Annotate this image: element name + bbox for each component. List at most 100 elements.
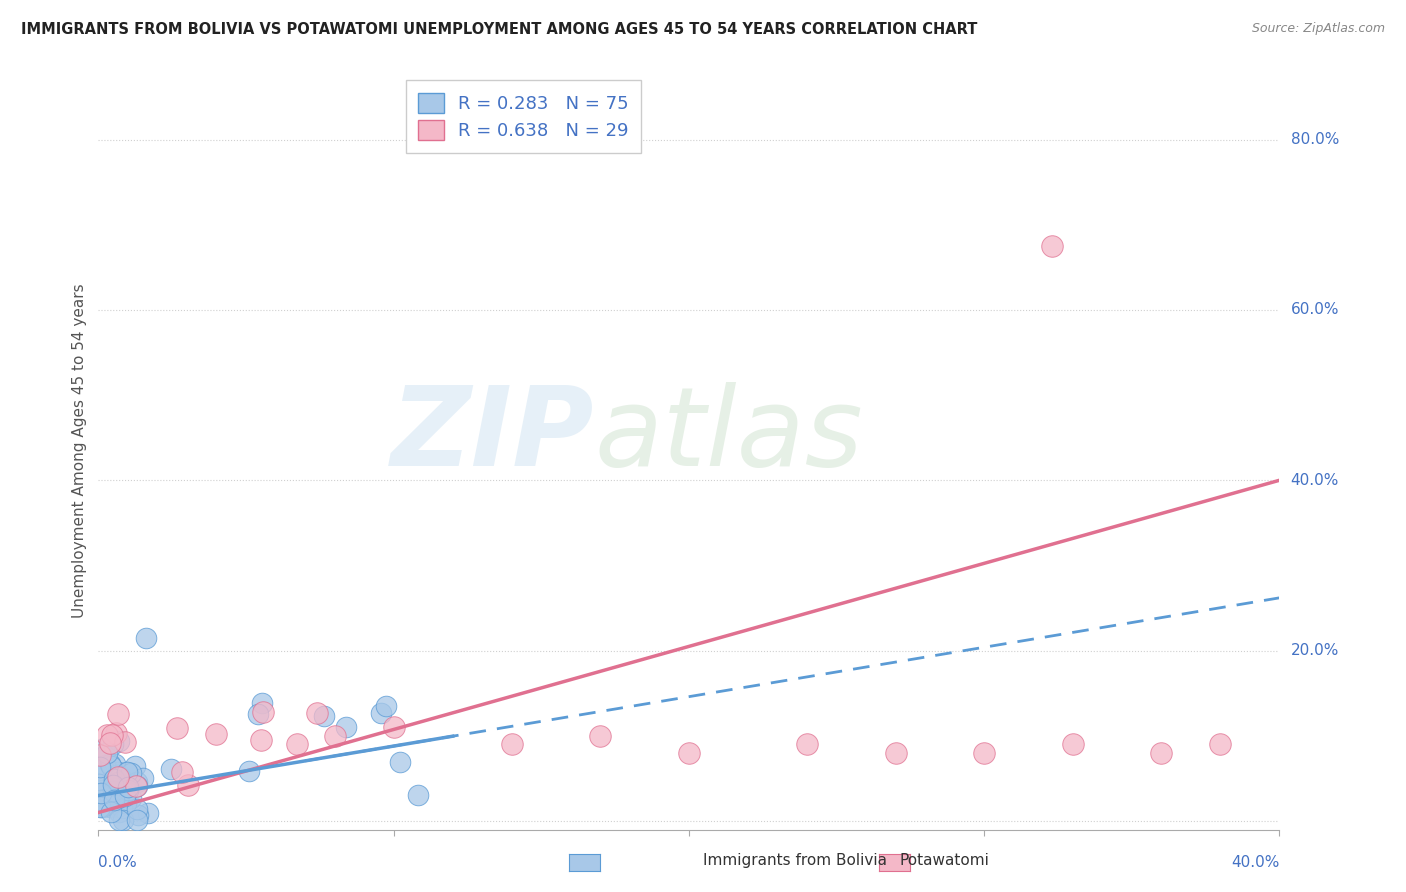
Point (89, 760, 111, 774)
Text: 20.0%: 20.0% (1291, 643, 1339, 658)
Point (91, 799, 114, 814)
Point (98, 800, 121, 814)
Text: 60.0%: 60.0% (1291, 302, 1339, 318)
Text: IMMIGRANTS FROM BOLIVIA VS POTAWATOMI UNEMPLOYMENT AMONG AGES 45 TO 54 YEARS COR: IMMIGRANTS FROM BOLIVIA VS POTAWATOMI UN… (21, 22, 977, 37)
Point (114, 780, 136, 795)
Point (114, 735, 136, 749)
Point (93, 799, 115, 814)
Point (205, 727, 228, 741)
Point (589, 729, 612, 743)
Point (111, 801, 134, 815)
Point (120, 765, 142, 780)
Point (117, 780, 139, 795)
Point (114, 789, 136, 803)
Point (125, 780, 148, 794)
Text: Immigrants from Bolivia: Immigrants from Bolivia (703, 854, 887, 868)
Point (112, 814, 135, 828)
Point (107, 775, 129, 789)
Point (170, 764, 193, 779)
Point (111, 782, 134, 797)
Point (94, 758, 117, 772)
Text: ZIP: ZIP (391, 382, 595, 489)
Point (132, 771, 155, 785)
Point (124, 779, 146, 793)
Point (238, 764, 260, 778)
Point (104, 757, 127, 772)
Point (107, 791, 129, 805)
Point (96, 746, 118, 760)
Point (884, 746, 907, 760)
Point (103, 789, 125, 803)
Point (501, 737, 523, 751)
Point (124, 758, 146, 772)
Point (382, 720, 405, 734)
Point (100, 759, 122, 773)
Point (678, 746, 700, 760)
Point (323, 729, 346, 743)
Point (1062, 737, 1084, 751)
Point (127, 808, 149, 822)
Point (117, 783, 139, 797)
Point (101, 784, 124, 798)
Point (252, 696, 274, 710)
Point (108, 805, 131, 819)
Point (108, 770, 131, 784)
Point (307, 706, 329, 721)
Text: 40.0%: 40.0% (1291, 473, 1339, 488)
Point (406, 789, 429, 803)
Point (127, 775, 149, 789)
Point (120, 790, 142, 805)
Text: Potawatomi: Potawatomi (900, 854, 990, 868)
Point (98, 756, 121, 771)
Legend: R = 0.283   N = 75, R = 0.638   N = 29: R = 0.283 N = 75, R = 0.638 N = 29 (406, 80, 641, 153)
Point (94, 792, 117, 806)
Point (100, 805, 122, 819)
Point (96, 763, 118, 777)
Point (159, 762, 181, 776)
Text: 0.0%: 0.0% (98, 855, 138, 870)
Text: 40.0%: 40.0% (1232, 855, 1279, 870)
Point (90, 763, 112, 777)
Point (107, 706, 129, 721)
Point (118, 779, 141, 793)
Point (249, 733, 271, 747)
Point (127, 802, 149, 816)
Point (287, 737, 309, 751)
Point (973, 746, 995, 760)
Point (103, 772, 125, 787)
Text: Source: ZipAtlas.com: Source: ZipAtlas.com (1251, 22, 1385, 36)
Point (1150, 746, 1173, 760)
Point (104, 780, 127, 795)
Point (91, 794, 114, 808)
Point (93, 741, 115, 756)
Point (370, 706, 392, 720)
Point (177, 778, 200, 792)
Point (389, 755, 412, 769)
Point (107, 764, 129, 779)
Point (108, 814, 131, 828)
Point (114, 796, 136, 810)
Point (375, 698, 398, 713)
Point (89, 800, 111, 814)
Point (247, 707, 270, 722)
Point (107, 799, 129, 814)
Point (1209, 737, 1232, 751)
Point (101, 728, 124, 742)
Point (96, 728, 118, 742)
Point (111, 780, 134, 795)
Point (115, 765, 138, 780)
Point (796, 737, 818, 751)
Point (105, 767, 128, 781)
Point (105, 726, 128, 740)
Point (90, 782, 112, 797)
Point (89, 747, 111, 762)
Point (136, 805, 159, 820)
Point (103, 793, 125, 807)
Point (1040, 239, 1063, 253)
Point (252, 705, 274, 719)
Text: 80.0%: 80.0% (1291, 132, 1339, 147)
Point (87, 777, 110, 791)
Y-axis label: Unemployment Among Ages 45 to 54 years: Unemployment Among Ages 45 to 54 years (72, 283, 87, 618)
Point (107, 770, 129, 784)
Point (166, 721, 188, 735)
